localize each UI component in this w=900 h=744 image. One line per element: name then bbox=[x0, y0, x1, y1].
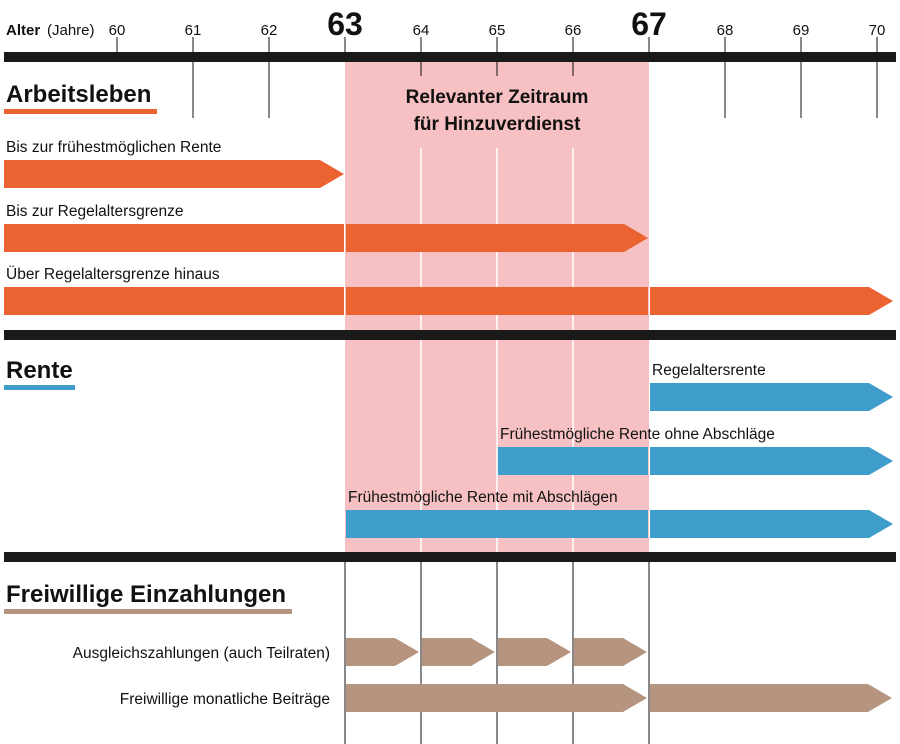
arrow-segment bbox=[346, 224, 648, 252]
section-divider bbox=[4, 52, 896, 62]
age-tick-label: 62 bbox=[261, 22, 278, 39]
age-tick-label: 64 bbox=[413, 22, 430, 39]
age-tick-label: 66 bbox=[565, 22, 582, 39]
bar-segment bbox=[346, 287, 648, 315]
arrow-segment bbox=[650, 447, 893, 475]
highlight-title: für Hinzuverdienst bbox=[414, 114, 581, 135]
row-label: Freiwillige monatliche Beiträge bbox=[120, 691, 330, 708]
row-label: Regelaltersrente bbox=[652, 362, 766, 379]
section-title: Arbeitsleben bbox=[6, 81, 151, 108]
bar-segment bbox=[346, 510, 648, 538]
arrow-segment bbox=[498, 638, 571, 666]
age-tick-label: 67 bbox=[631, 6, 667, 42]
arrow-segment bbox=[650, 287, 893, 315]
section-underline bbox=[4, 609, 292, 614]
arrow-segment bbox=[650, 510, 893, 538]
arrow-segment bbox=[346, 684, 647, 712]
age-tick-label: 61 bbox=[185, 22, 202, 39]
bar-segment bbox=[4, 287, 344, 315]
arrow-segment bbox=[574, 638, 647, 666]
row-label: Frühestmögliche Rente mit Abschlägen bbox=[348, 489, 618, 506]
row-label: Bis zur Regelaltersgrenze bbox=[6, 203, 183, 220]
arrow-segment bbox=[422, 638, 495, 666]
row-label: Bis zur frühestmöglichen Rente bbox=[6, 139, 221, 156]
age-tick-label: 69 bbox=[793, 22, 810, 39]
highlight-title: Relevanter Zeitraum bbox=[406, 87, 589, 108]
section-title: Rente bbox=[6, 357, 73, 384]
age-tick-label: 63 bbox=[327, 6, 363, 42]
bar-segment bbox=[4, 224, 344, 252]
arrow-segment bbox=[346, 638, 419, 666]
bar-segment bbox=[498, 447, 648, 475]
row-label: Über Regelaltersgrenze hinaus bbox=[6, 265, 220, 283]
section-underline bbox=[4, 109, 157, 114]
axis-label-unit: (Jahre) bbox=[47, 22, 95, 39]
age-tick-label: 70 bbox=[869, 22, 886, 39]
age-tick-label: 60 bbox=[109, 22, 126, 39]
arrow-segment bbox=[4, 160, 344, 188]
section-divider bbox=[4, 330, 896, 340]
arrow-segment bbox=[650, 383, 893, 411]
section-divider bbox=[4, 552, 896, 562]
arrow-segment bbox=[650, 684, 892, 712]
row-label: Ausgleichszahlungen (auch Teilraten) bbox=[73, 645, 330, 662]
section-title: Freiwillige Einzahlungen bbox=[6, 581, 286, 608]
section-underline bbox=[4, 385, 75, 390]
row-label: Frühestmögliche Rente ohne Abschläge bbox=[500, 426, 775, 443]
axis-label: Alter bbox=[6, 22, 40, 39]
age-tick-label: 65 bbox=[489, 22, 506, 39]
age-tick-label: 68 bbox=[717, 22, 734, 39]
